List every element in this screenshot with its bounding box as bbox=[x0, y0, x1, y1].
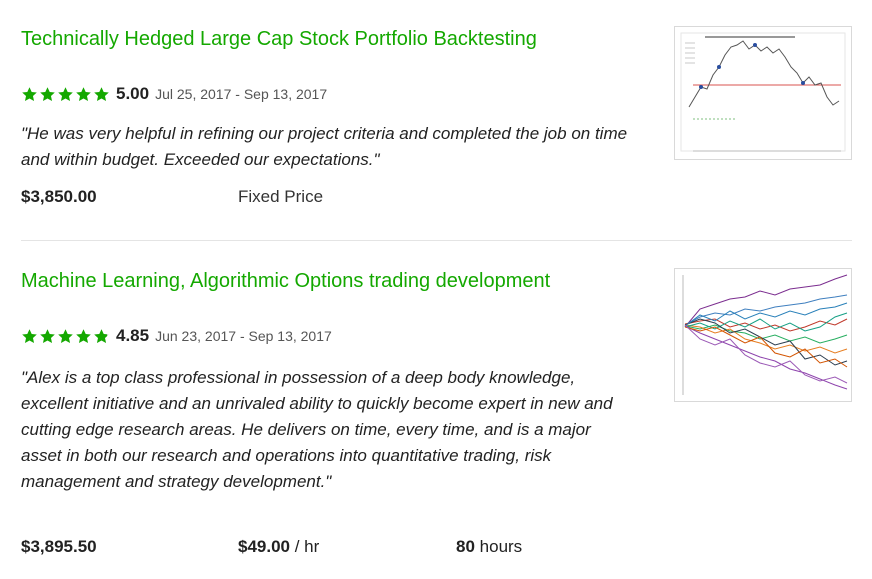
hourly-rate-unit: / hr bbox=[294, 537, 320, 556]
hours-unit: hours bbox=[479, 537, 523, 556]
stock-chart-thumbnail[interactable] bbox=[674, 26, 852, 160]
job-earnings: $3,850.00 Fixed Price bbox=[21, 187, 631, 211]
client-feedback: "He was very helpful in refining our pro… bbox=[21, 124, 628, 169]
star-icon bbox=[76, 328, 91, 343]
job-dates: Jun 23, 2017 - Sep 13, 2017 bbox=[155, 328, 332, 344]
job-divider bbox=[21, 240, 852, 241]
star-icon bbox=[58, 86, 73, 101]
rating-score: 4.85 bbox=[116, 326, 150, 345]
job-earnings: $3,895.50 $49.00 / hr 80 hours bbox=[21, 537, 631, 561]
rating-score: 5.00 bbox=[116, 84, 150, 103]
rating-stars bbox=[21, 328, 110, 345]
hourly-rate: $49.00 / hr bbox=[238, 537, 319, 557]
job-dates: Jul 25, 2017 - Sep 13, 2017 bbox=[155, 86, 328, 102]
hours-worked: 80 hours bbox=[456, 537, 522, 557]
star-icon bbox=[40, 86, 55, 101]
hourly-rate-value: $49.00 bbox=[238, 537, 290, 556]
star-icon bbox=[22, 328, 37, 343]
job-amount: $3,895.50 bbox=[21, 537, 97, 556]
job-rating: 5.00 Jul 25, 2017 - Sep 13, 2017 bbox=[21, 84, 327, 104]
job-amount: $3,850.00 bbox=[21, 187, 97, 206]
star-icon bbox=[58, 328, 73, 343]
client-feedback: "Alex is a top class professional in pos… bbox=[21, 368, 613, 491]
simulation-chart-thumbnail[interactable] bbox=[674, 268, 852, 402]
job-history-item: Machine Learning, Algorithmic Options tr… bbox=[21, 241, 852, 579]
hours-value: 80 bbox=[456, 537, 475, 556]
star-icon bbox=[40, 328, 55, 343]
star-icon bbox=[94, 86, 109, 101]
star-half-icon bbox=[94, 328, 109, 343]
star-icon bbox=[76, 86, 91, 101]
rating-stars bbox=[21, 86, 110, 103]
price-type: Fixed Price bbox=[238, 187, 324, 206]
star-icon bbox=[22, 86, 37, 101]
job-title-link[interactable]: Machine Learning, Algorithmic Options tr… bbox=[21, 270, 551, 292]
job-rating: 4.85 Jun 23, 2017 - Sep 13, 2017 bbox=[21, 326, 332, 346]
job-title-link[interactable]: Technically Hedged Large Cap Stock Portf… bbox=[21, 28, 537, 50]
job-history-item: Technically Hedged Large Cap Stock Portf… bbox=[21, 0, 852, 240]
